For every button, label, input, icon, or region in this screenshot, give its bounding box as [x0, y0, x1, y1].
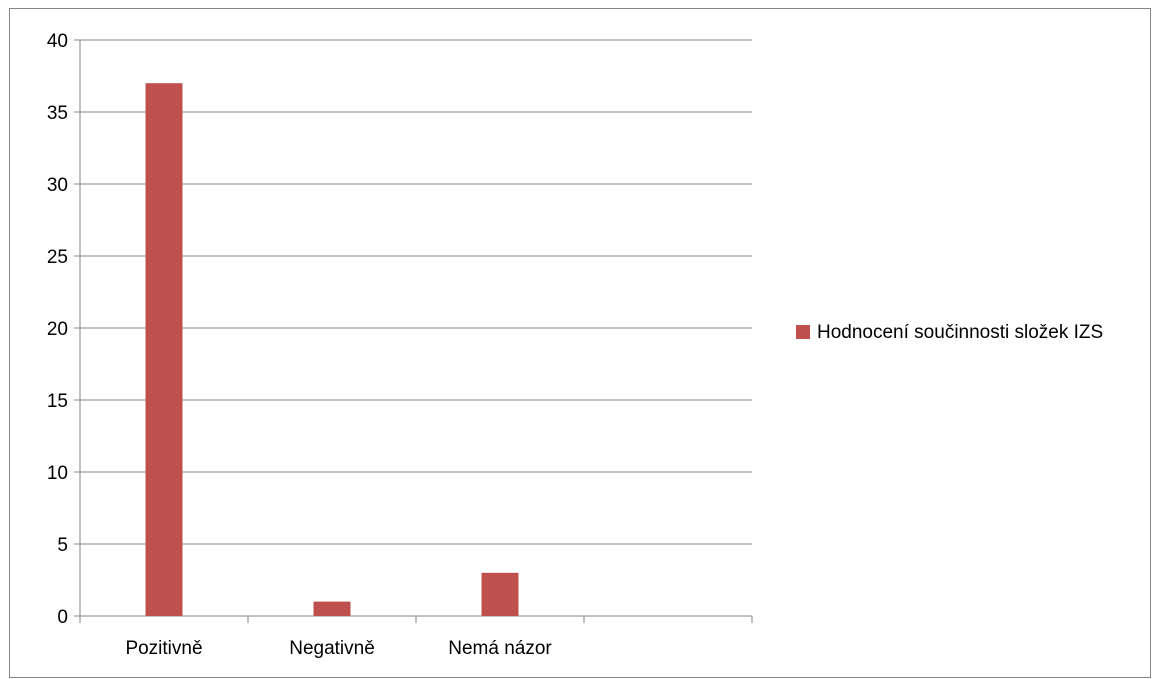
y-tick-label: 15	[47, 391, 68, 412]
bar	[481, 572, 519, 616]
gridlines	[80, 39, 752, 545]
x-axis-tick-labels: Pozitivně Negativně Nemá názor	[125, 638, 552, 659]
axes	[74, 39, 753, 623]
legend: Hodnocení součinnosti složek IZS	[796, 320, 1146, 345]
y-tick-label: 35	[47, 103, 68, 124]
y-tick-label: 10	[47, 463, 68, 484]
bars	[145, 83, 519, 616]
x-tick-label: Pozitivně	[125, 638, 202, 659]
bar	[313, 601, 351, 616]
x-tick-label: Negativně	[289, 638, 375, 659]
legend-swatch	[796, 325, 810, 339]
y-axis-tick-labels: 0 5 10 15 20 25 30 35 40	[47, 31, 68, 628]
y-tick-label: 25	[47, 247, 68, 268]
legend-label: Hodnocení součinnosti složek IZS	[817, 322, 1104, 343]
bar	[145, 83, 183, 616]
y-tick-label: 0	[57, 607, 68, 628]
chart-frame	[9, 8, 1151, 678]
x-tick-label: Nemá názor	[448, 638, 552, 659]
y-tick-label: 30	[47, 175, 68, 196]
y-tick-label: 5	[57, 535, 68, 556]
y-tick-label: 40	[47, 31, 68, 52]
y-tick-label: 20	[47, 319, 68, 340]
